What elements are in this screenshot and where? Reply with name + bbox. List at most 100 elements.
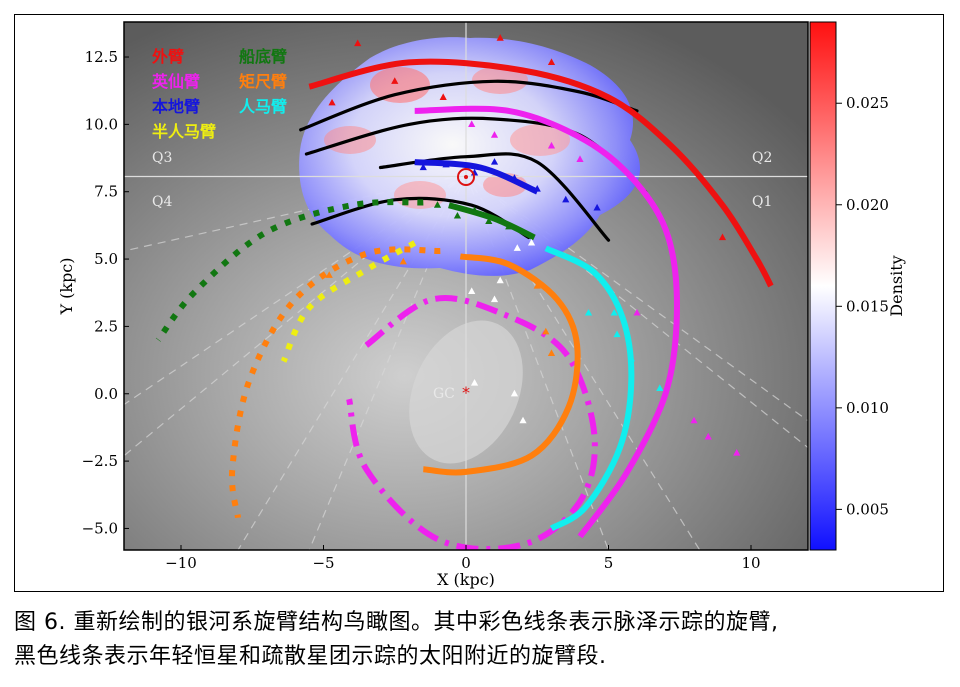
arms-layer [155,58,774,550]
density-hotspot [370,67,430,103]
x-tick-label: 10 [741,554,760,572]
maser-point [419,163,427,171]
y-tick-label: 12.5 [85,48,118,66]
maser-point [562,195,570,203]
maser-point [490,131,499,138]
legend-entry: 外臂 [151,47,184,66]
maser-point [433,201,442,208]
maser-point [633,308,641,316]
x-tick-label: 0 [461,554,471,572]
gc-label: GC [433,386,455,402]
legend-entry: 英仙臂 [151,72,200,91]
maser-point [613,330,621,338]
legend-entry: 本地臂 [152,97,200,116]
y-tick-label: 10.0 [85,115,118,133]
x-tick-label: −10 [165,554,197,572]
maser-point [547,141,556,149]
gc-star: * [462,383,470,402]
maser-point [513,244,521,251]
maser-point [328,98,336,106]
y-axis-label: Y (kpc) [57,257,76,315]
maser-point [439,93,447,101]
density-hotspot [510,124,570,156]
maser-point [599,276,607,284]
spiral-arm-line [544,245,635,532]
maser-point [510,174,519,181]
colorbar-tick-label: 0.005 [846,500,889,518]
y-tick-label: −5.0 [82,519,118,537]
colorbar-tick-label: 0.025 [846,94,889,112]
colorbar-ticks: 0.005 0.010 0.015 0.020 0.025 [836,94,889,518]
maser-point [610,308,618,316]
maser-point [354,39,362,47]
x-axis-ticks: −10 −5 0 5 10 [165,545,761,572]
sightline-ray [465,173,610,550]
x-tick-label: −5 [312,554,334,572]
maser-point [593,203,601,211]
maser-point [485,217,493,224]
maser-point [718,233,727,241]
sun-dot [464,175,468,179]
maser-point [325,271,333,278]
quadrant-label-q3: Q3 [152,150,172,166]
legend-entry: 人马臂 [239,97,287,116]
maser-point [547,58,556,66]
maser-point [704,432,712,440]
y-tick-label: 0.0 [94,385,118,403]
y-tick-label: 7.5 [94,183,118,201]
quadrant-labels: Q3 Q4 Q2 Q1 [152,150,772,210]
figure-caption: 图 6. 重新绘制的银河系旋臂结构鸟瞰图。其中彩色线条表示脉泽示踪的旋臂, 黑色… [14,606,946,674]
maser-point [468,120,476,127]
maser-point [496,34,504,41]
maser-point [470,378,479,386]
spiral-arm-line [423,253,581,476]
spiral-arm-line [155,199,424,342]
sightline-ray [124,173,467,406]
spiral-arm-line [346,294,598,550]
young-star-arm-segment [299,79,639,132]
maser-point [690,416,698,424]
spiral-arm-line [308,58,774,288]
maser-point [527,238,536,246]
caption-line-2: 黑色线条表示年轻恒星和疏散星团示踪的太阳附近的旋臂段. [14,644,607,669]
sightline-ray [308,173,467,550]
plot-area [124,22,808,550]
galactic-center-marker: * GC [433,383,470,402]
y-tick-label: 5.0 [94,250,118,268]
maser-point [399,257,407,265]
spiral-arm-line [414,159,539,195]
sun-circle [457,168,475,186]
y-tick-label: −2.5 [82,452,118,470]
milky-way-arm-chart: −10 −5 0 5 10 −5.0 −2.5 0.0 2.5 5.0 7.5 10.0 12.5 X… [57,21,906,589]
colorbar-tick-label: 0.010 [846,399,889,417]
maser-point [470,206,479,214]
maser-point [576,155,584,162]
maser-point [468,287,476,294]
quadrant-label-q4: Q4 [152,194,172,210]
maser-point [391,77,399,84]
spiral-arm-line [448,202,536,241]
colorbar-tick-label: 0.015 [846,297,889,315]
sun-marker [457,168,475,186]
maser-point [490,158,499,165]
legend-entry: 半人马臂 [152,122,216,141]
maser-point [627,354,635,362]
maser-point [656,384,664,391]
maser-point [542,327,550,335]
maser-point [533,282,541,289]
y-axis-ticks: −5.0 −2.5 0.0 2.5 5.0 7.5 10.0 12.5 [82,48,129,537]
maser-point [496,276,504,284]
maser-point [510,389,519,397]
maser-point [453,211,462,219]
maser-point [442,160,450,168]
colorbar-gradient [809,21,837,551]
maser-point [584,308,593,316]
y-tick-label: 2.5 [94,317,118,335]
colorbar-label: Density [887,255,906,316]
maser-point [519,416,527,424]
maser-point [490,295,499,303]
legend-entry: 矩尺臂 [239,72,287,91]
colorbar-tick-label: 0.020 [846,196,889,214]
quadrant-label-q1: Q1 [752,194,772,210]
